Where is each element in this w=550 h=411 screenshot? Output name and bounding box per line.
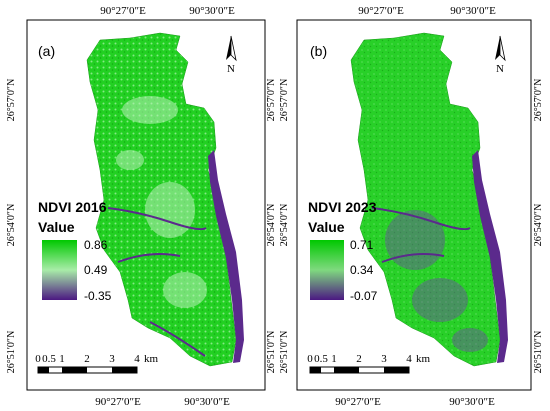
north-arrow-icon: N [226,35,237,75]
north-label: N [496,63,504,75]
scale-tick-a-1: 1 [59,353,65,365]
bottom-tick-a-1: 90°27′0″E [95,396,141,408]
top-tick-a-2: 90°30′0″E [189,5,235,17]
panel-b: 90°27′0″E 90°30′0″E 90°27′0″E 90°30′0″E … [279,5,544,408]
scale-tick-a-3: 3 [109,353,115,365]
scale-unit-b: km [416,353,431,365]
legend-ramp-b [310,240,344,300]
scale-tick-b-0: 0 [307,353,313,365]
left-tick-b-1: 26°57′0″N [279,79,290,122]
north-arrow-icon: N [495,35,506,75]
scale-unit-a: km [144,353,159,365]
scale-tick-b-05: 0.5 [314,353,328,365]
right-tick-b-2: 26°54′0″N [533,204,544,247]
panel-a: 90°27′0″E 90°30′0″E 90°27′0″E 90°30′0″E … [6,5,277,408]
right-tick-a-1: 26°57′0″N [266,79,277,122]
legend-min-a: -0.35 [84,289,112,303]
river-b [472,150,508,363]
scale-bar-b: 0 0.5 1 2 3 4 km [307,353,431,374]
legend-min-b: -0.07 [350,289,378,303]
scale-tick-b-1: 1 [331,353,337,365]
legend-title-a: NDVI 2016 [38,199,107,215]
bottom-tick-b-1: 90°27′0″E [335,396,381,408]
left-tick-b-2: 26°54′0″N [279,204,290,247]
scale-tick-b-3: 3 [381,353,387,365]
legend-ramp-a [42,240,77,300]
top-tick-a-1: 90°27′0″E [100,5,146,17]
river-a [208,150,244,363]
right-tick-a-3: 26°51′0″N [266,331,277,374]
channels-a [107,207,207,357]
scale-tick-a-4: 4 [134,353,140,365]
right-tick-a-2: 26°54′0″N [266,204,277,247]
sparse-vegetation-patches-a [116,96,207,308]
legend-max-a: 0.86 [84,238,108,252]
left-tick-a-3: 26°51′0″N [6,331,17,374]
scale-tick-b-4: 4 [406,353,412,365]
legend-value-label-b: Value [308,219,345,235]
left-tick-b-3: 26°51′0″N [279,331,290,374]
legend-mid-b: 0.34 [350,263,374,277]
top-tick-b-1: 90°27′0″E [358,5,404,17]
legend-max-b: 0.71 [350,238,374,252]
legend-title-b: NDVI 2023 [308,199,377,215]
scale-tick-b-2: 2 [356,353,362,365]
scale-tick-a-05: 0.5 [42,353,56,365]
channels-b [371,207,471,263]
bottom-tick-a-2: 90°30′0″E [184,396,230,408]
right-tick-b-3: 26°51′0″N [533,331,544,374]
panel-label-a: (a) [38,43,55,59]
legend-mid-a: 0.49 [84,263,108,277]
left-tick-a-1: 26°57′0″N [6,79,17,122]
right-tick-b-1: 26°57′0″N [533,79,544,122]
scale-tick-a-2: 2 [84,353,90,365]
legend-value-label-a: Value [38,219,75,235]
scale-bar-a: 0 0.5 1 2 3 4 km [35,353,159,374]
north-label: N [227,63,235,75]
bottom-tick-b-2: 90°30′0″E [449,396,495,408]
scale-tick-a-0: 0 [35,353,41,365]
panel-label-b: (b) [310,43,327,59]
left-tick-a-2: 26°54′0″N [6,204,17,247]
top-tick-b-2: 90°30′0″E [450,5,496,17]
